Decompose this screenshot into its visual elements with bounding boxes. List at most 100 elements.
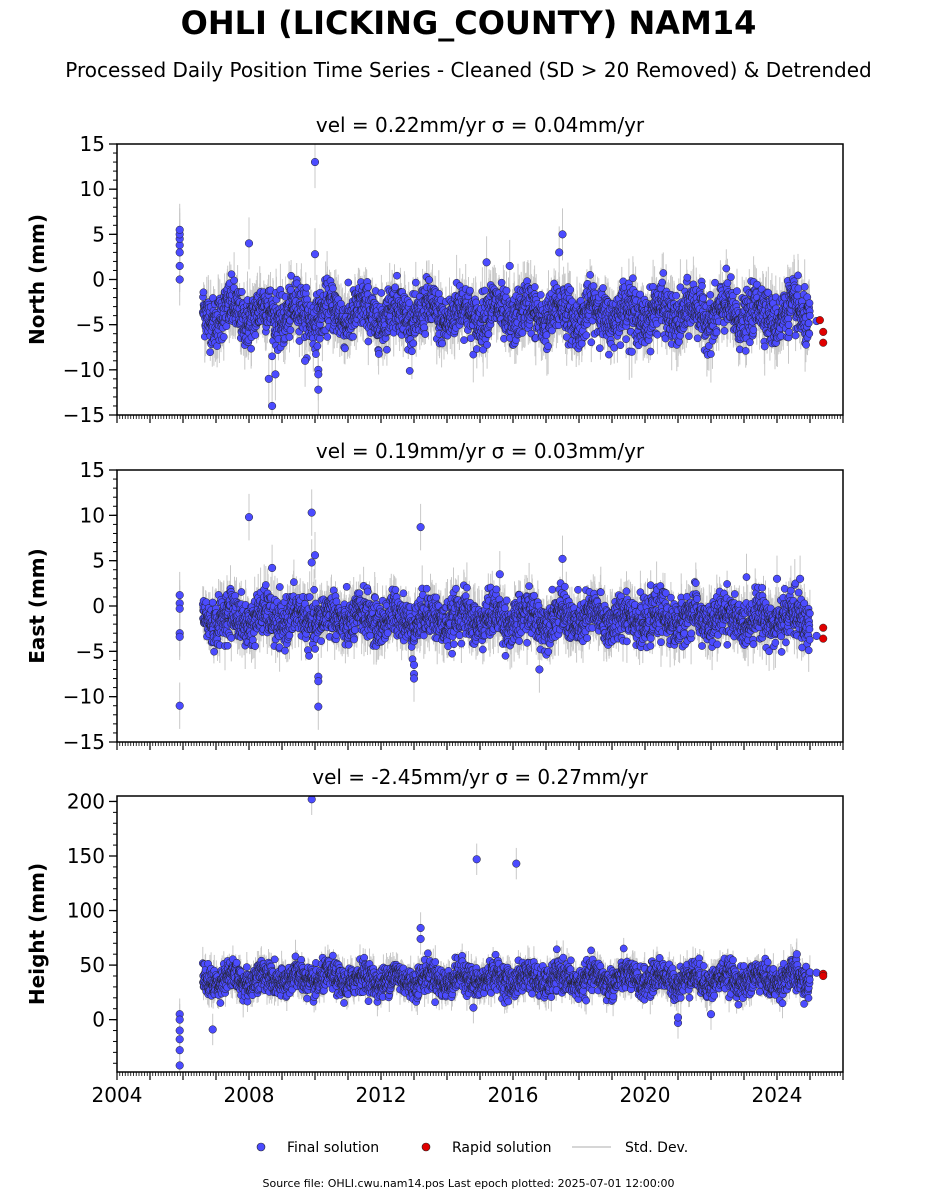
- final-point: [314, 370, 323, 379]
- final-point: [806, 311, 814, 320]
- final-point: [301, 356, 310, 365]
- rapid-point: [819, 327, 828, 336]
- rapid-point: [819, 338, 828, 347]
- final-point: [374, 350, 383, 358]
- final-point: [698, 282, 706, 290]
- final-point: [364, 337, 373, 346]
- final-point: [659, 269, 668, 277]
- final-point: [693, 334, 702, 343]
- plot-frame: [116, 143, 844, 416]
- final-point: [707, 350, 715, 358]
- final-point: [505, 261, 514, 271]
- final-point: [502, 286, 511, 295]
- final-point: [329, 284, 337, 293]
- final-point: [784, 321, 793, 329]
- final-series: [175, 158, 821, 411]
- rapid-point: [815, 316, 824, 325]
- final-point: [672, 291, 681, 300]
- y-tick-label: 0: [92, 268, 105, 292]
- final-point: [530, 283, 539, 291]
- final-point: [791, 331, 800, 340]
- final-point: [646, 347, 655, 356]
- final-point: [785, 328, 793, 336]
- final-point: [683, 273, 692, 282]
- final-point: [175, 261, 184, 271]
- final-point: [312, 350, 320, 358]
- final-point: [287, 271, 295, 280]
- final-point: [391, 283, 399, 292]
- final-point: [555, 248, 564, 257]
- final-point: [175, 275, 184, 284]
- final-point: [582, 331, 591, 340]
- final-point: [264, 374, 273, 383]
- final-point: [727, 273, 735, 281]
- final-point: [237, 288, 246, 296]
- final-point: [313, 342, 322, 350]
- final-point: [482, 258, 491, 267]
- final-point: [438, 339, 447, 348]
- final-point: [469, 350, 478, 359]
- final-point: [383, 345, 391, 354]
- final-point: [364, 283, 372, 291]
- final-point: [587, 338, 596, 347]
- y-tick-label: 5: [92, 222, 105, 246]
- final-point: [802, 340, 810, 349]
- final-point: [794, 284, 803, 293]
- final-point: [746, 338, 754, 347]
- final-point: [302, 283, 311, 292]
- final-point: [460, 336, 468, 344]
- final-point: [805, 299, 814, 307]
- final-point: [749, 326, 758, 334]
- final-point: [741, 347, 750, 355]
- final-point: [586, 271, 594, 279]
- final-point: [699, 294, 707, 303]
- final-point: [230, 276, 238, 285]
- final-point: [484, 330, 493, 338]
- final-point: [295, 337, 304, 345]
- panel-title: vel = 0.22mm/yr σ = 0.04mm/yr: [316, 113, 645, 137]
- final-point: [805, 329, 814, 338]
- final-point: [323, 333, 332, 341]
- final-point: [341, 344, 349, 353]
- final-point: [733, 287, 741, 295]
- final-point: [411, 278, 420, 287]
- final-point: [405, 367, 414, 375]
- final-point: [658, 278, 667, 287]
- final-point: [344, 278, 353, 287]
- chart-subtitle: Processed Daily Position Time Series - C…: [65, 58, 872, 82]
- final-point: [268, 401, 277, 411]
- final-point: [653, 330, 662, 339]
- final-point: [800, 283, 809, 291]
- final-point: [315, 334, 324, 343]
- final-point: [627, 347, 636, 356]
- final-point: [310, 158, 320, 167]
- y-tick-label: 15: [80, 132, 105, 156]
- final-point: [804, 319, 813, 328]
- y-tick-label: −5: [76, 313, 105, 337]
- final-point: [285, 333, 294, 341]
- final-point: [219, 333, 228, 341]
- final-point: [175, 225, 184, 234]
- final-point: [558, 230, 567, 239]
- final-point: [616, 341, 625, 350]
- final-point: [562, 333, 571, 341]
- final-point: [421, 330, 430, 338]
- final-point: [595, 344, 604, 353]
- final-point: [393, 271, 401, 280]
- final-point: [420, 323, 429, 332]
- panel-north: −15 −10 −5 0 5 10 15 vel = 0.22mm/yr σ = 0.04mm…: [25, 113, 844, 427]
- final-point: [720, 327, 729, 335]
- final-point: [518, 329, 527, 337]
- final-point: [497, 278, 506, 287]
- y-tick-label: −10: [63, 358, 105, 382]
- final-point: [712, 328, 721, 337]
- final-point: [566, 285, 575, 294]
- final-point: [480, 286, 489, 295]
- final-point: [760, 342, 769, 351]
- final-point: [175, 248, 184, 257]
- final-point: [314, 385, 323, 394]
- final-point: [349, 332, 357, 341]
- final-point: [629, 274, 637, 283]
- final-point: [271, 370, 280, 379]
